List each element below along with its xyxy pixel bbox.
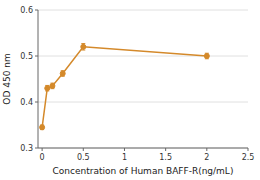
x-tick-label: 0.5 [77,153,90,162]
data [40,44,210,130]
y-axis-line [38,10,39,148]
x-tick-label: 0 [40,153,45,162]
series [40,44,210,130]
grid-line [38,10,248,11]
line [42,47,207,128]
error-bar [205,53,209,59]
x-tick-label: 1 [122,153,127,162]
x-axis-line [38,148,248,149]
grid-line [38,56,248,57]
point [45,86,50,91]
error-bar [40,125,44,130]
grid-line [38,148,248,149]
point [50,83,55,88]
x-tick-label: 2.5 [242,153,255,162]
point [81,44,86,49]
y-tick-label: 0.6 [20,6,33,15]
point [204,54,209,59]
grid-line [38,102,248,103]
error-bar [61,71,65,77]
axes: 0.3 0.4 0.5 0.6 0 0.5 1 1.5 2 2.5 [20,6,254,162]
point [60,71,65,76]
y-tick-label: 0.3 [20,144,33,153]
x-tick-label: 1.5 [159,153,172,162]
x-tick-label: 2 [204,153,209,162]
x-axis-label: Concentration of Human BAFF-R(ng/mL) [53,166,234,176]
error-bar [81,44,85,50]
y-axis-label: OD 450 nm [2,53,12,104]
error-bar [45,85,49,91]
chart: 0.3 0.4 0.5 0.6 0 0.5 1 1.5 2 2.5 Concentration of… [0,0,260,180]
error-bar [50,83,54,89]
y-tick-label: 0.4 [20,98,33,107]
point [40,125,45,130]
grid [38,10,248,148]
y-tick-label: 0.5 [20,52,33,61]
